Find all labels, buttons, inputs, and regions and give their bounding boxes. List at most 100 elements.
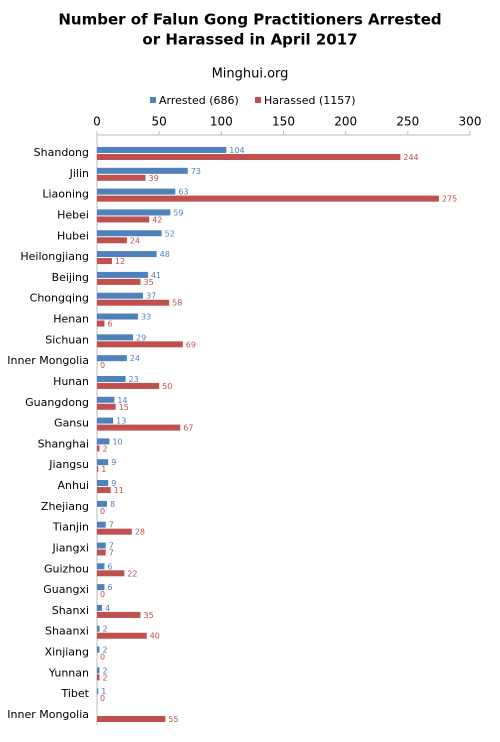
bar (97, 542, 106, 549)
y-tick-label: Shaanxi (45, 625, 89, 638)
value-label: 73 (191, 167, 201, 176)
bar (97, 174, 146, 181)
y-tick-label: Gansu (54, 417, 89, 430)
bar (97, 355, 127, 362)
bar (97, 417, 114, 424)
bar (97, 313, 139, 320)
value-label: 0 (100, 694, 105, 703)
value-label: 12 (115, 257, 125, 266)
y-tick-label: Anhui (58, 479, 90, 492)
x-tick-label: 200 (334, 115, 357, 129)
value-label: 10 (112, 437, 122, 446)
bar (97, 382, 160, 389)
value-label: 48 (160, 250, 170, 259)
value-label: 0 (100, 590, 105, 599)
bar (97, 299, 170, 306)
y-tick-label: Zhejiang (41, 500, 89, 513)
y-tick-label: Tibet (61, 687, 90, 700)
y-tick-label: Inner Mongolia (7, 708, 89, 721)
value-label: 22 (127, 569, 137, 578)
bar (97, 147, 227, 153)
bar (97, 424, 181, 431)
bar (97, 716, 166, 722)
bar (97, 188, 176, 195)
bar (97, 278, 141, 285)
value-label: 40 (150, 632, 160, 641)
y-tick-label: Hunan (53, 375, 89, 388)
x-tick-label: 50 (152, 115, 167, 129)
legend-swatch (255, 97, 261, 103)
value-label: 67 (183, 424, 193, 433)
legend-label: Arrested (686) (159, 94, 239, 107)
bar (97, 466, 99, 473)
x-tick-label: 0 (93, 115, 101, 129)
value-label: 2 (102, 646, 107, 655)
y-tick-label: Jiangxi (51, 541, 89, 554)
value-label: 104 (229, 146, 244, 155)
y-tick-label: Inner Mongolia (7, 354, 89, 367)
value-label: 2 (102, 666, 107, 675)
value-label: 6 (107, 320, 112, 329)
bar (97, 570, 125, 577)
value-label: 9 (111, 479, 116, 488)
bar (97, 528, 132, 535)
y-tick-label: Heilongjiang (20, 250, 89, 263)
bar (97, 584, 105, 591)
bar (97, 271, 148, 278)
value-label: 6 (107, 562, 112, 571)
value-label: 58 (172, 299, 182, 308)
value-label: 35 (144, 611, 154, 620)
bar (97, 445, 100, 452)
y-tick-label: Jiangsu (48, 458, 89, 471)
value-label: 1 (101, 465, 106, 474)
bar (97, 688, 99, 695)
legend-swatch (150, 97, 156, 103)
bar (97, 154, 401, 160)
y-tick-label: Liaoning (42, 188, 89, 201)
bar (97, 500, 107, 507)
bar (97, 209, 171, 216)
value-label: 14 (117, 396, 127, 405)
value-label: 0 (100, 653, 105, 662)
value-label: 24 (130, 354, 140, 363)
value-label: 41 (151, 271, 161, 280)
chart-title: Number of Falun Gong Practitioners Arres… (58, 11, 441, 29)
y-tick-label: Beijing (52, 271, 89, 284)
bar (97, 632, 147, 639)
bar (97, 292, 144, 299)
x-tick-label: 300 (459, 115, 482, 129)
legend-label: Harassed (1157) (264, 94, 356, 107)
value-label: 24 (130, 236, 140, 245)
bar (97, 459, 109, 466)
bar (97, 438, 110, 445)
bar (97, 549, 106, 556)
chart-subtitle: Minghui.org (212, 67, 289, 82)
value-label: 42 (152, 215, 162, 224)
x-tick-label: 150 (272, 115, 295, 129)
y-tick-label: Guangxi (43, 583, 89, 596)
y-tick-label: Jilin (69, 167, 89, 180)
bar (97, 403, 116, 410)
value-label: 69 (186, 340, 196, 349)
bar (97, 195, 439, 202)
bar (97, 611, 141, 618)
value-label: 35 (144, 278, 154, 287)
value-label: 7 (109, 548, 114, 557)
bar (97, 563, 105, 570)
y-tick-label: Shandong (34, 146, 89, 159)
value-label: 275 (442, 195, 457, 204)
value-label: 13 (116, 417, 126, 426)
value-label: 7 (109, 541, 114, 550)
value-label: 244 (403, 153, 418, 162)
value-label: 33 (141, 313, 151, 322)
y-tick-label: Sichuan (45, 333, 89, 346)
bar (97, 674, 100, 681)
y-tick-label: Hubei (57, 229, 89, 242)
value-label: 2 (102, 673, 107, 682)
value-label: 37 (146, 292, 156, 301)
y-tick-label: Hebei (57, 208, 89, 221)
chart-title: or Harassed in April 2017 (142, 31, 357, 49)
bar (97, 625, 100, 632)
value-label: 1 (101, 687, 106, 696)
